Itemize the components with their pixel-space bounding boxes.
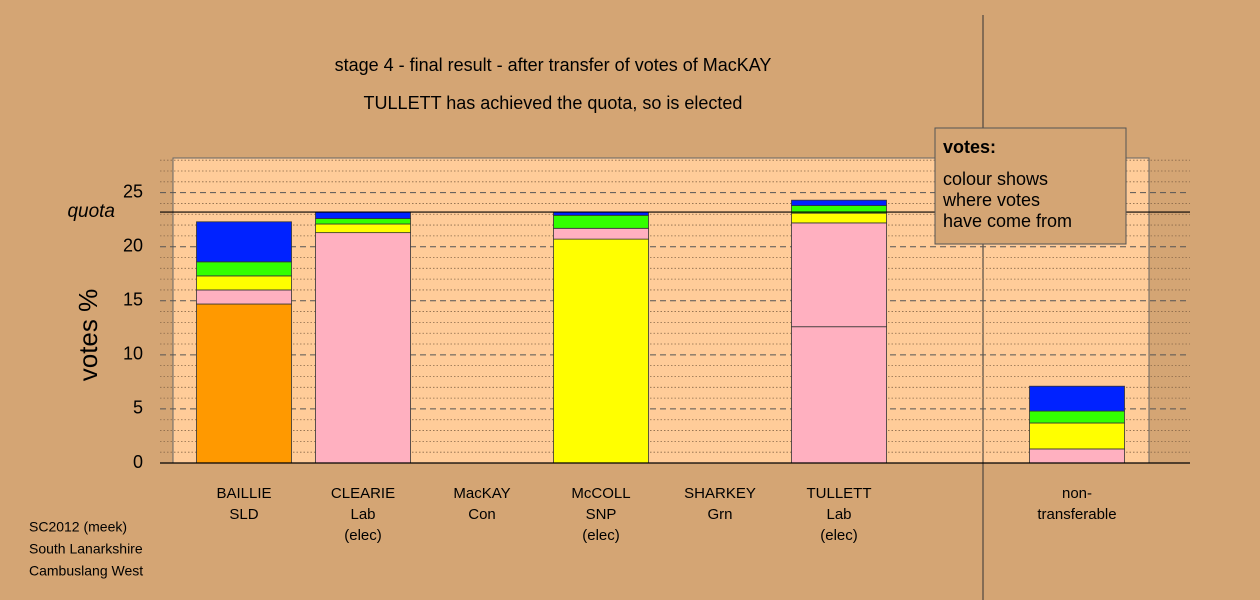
y-axis-title: votes %	[73, 289, 103, 382]
y-tick-label: 15	[123, 290, 143, 310]
note-line: where votes	[942, 190, 1040, 210]
bar-segment	[196, 275, 292, 291]
chart-title: stage 4 - final result - after transfer …	[335, 55, 772, 75]
x-tick-label: Con	[468, 506, 496, 523]
quota-label: quota	[67, 201, 115, 222]
x-tick-label: Lab	[826, 506, 851, 523]
y-tick-label: 25	[123, 181, 143, 201]
bar-segment	[791, 326, 887, 464]
x-tick-label: CLEARIE	[331, 485, 395, 502]
x-tick-label: BAILLIE	[216, 485, 271, 502]
note-line: have come from	[943, 211, 1072, 231]
bar-segment	[315, 223, 411, 234]
bar-segment	[196, 303, 292, 464]
bar-segment	[791, 222, 887, 328]
x-tick-label: transferable	[1037, 506, 1116, 523]
note-box	[934, 127, 1127, 245]
chart-subtitle: TULLETT has achieved the quota, so is el…	[364, 93, 743, 113]
y-tick-label: 0	[133, 452, 143, 472]
bar-segment	[1029, 448, 1125, 464]
note-heading: votes:	[943, 137, 996, 157]
footer-text: SC2012 (meek)	[29, 519, 127, 535]
bar-segment	[791, 212, 887, 224]
x-tick-label: (elec)	[344, 527, 382, 544]
bar-segment	[196, 289, 292, 305]
bar-segment	[1029, 422, 1125, 450]
x-tick-label: SNP	[586, 506, 617, 523]
x-tick-label: (elec)	[582, 527, 620, 544]
note-line: colour shows	[943, 169, 1048, 189]
bar-segment	[315, 232, 411, 464]
bar-segment	[553, 227, 649, 240]
x-tick-label: TULLETT	[806, 485, 871, 502]
bar-segment	[315, 211, 411, 219]
footer-text: South Lanarkshire	[29, 541, 143, 557]
x-tick-label: McCOLL	[571, 485, 630, 502]
x-tick-label: MacKAY	[453, 485, 510, 502]
bar-segment	[1029, 410, 1125, 424]
x-tick-label: (elec)	[820, 527, 858, 544]
bar-segment	[791, 199, 887, 206]
y-tick-label: 10	[123, 344, 143, 364]
x-tick-label: Grn	[707, 506, 732, 523]
x-tick-label: SLD	[229, 506, 258, 523]
bar-segment	[553, 214, 649, 229]
x-tick-label: SHARKEY	[684, 485, 756, 502]
bar-segment	[196, 221, 292, 263]
bar-segment	[315, 218, 411, 225]
footer-text: Cambuslang West	[29, 563, 143, 579]
y-tick-label: 5	[133, 398, 143, 418]
bar-segment	[553, 238, 649, 464]
bar-segment	[1029, 385, 1125, 412]
x-tick-label: Lab	[350, 506, 375, 523]
x-tick-label: non-	[1062, 485, 1092, 502]
y-tick-label: 20	[123, 235, 143, 255]
bar-segment	[196, 261, 292, 277]
